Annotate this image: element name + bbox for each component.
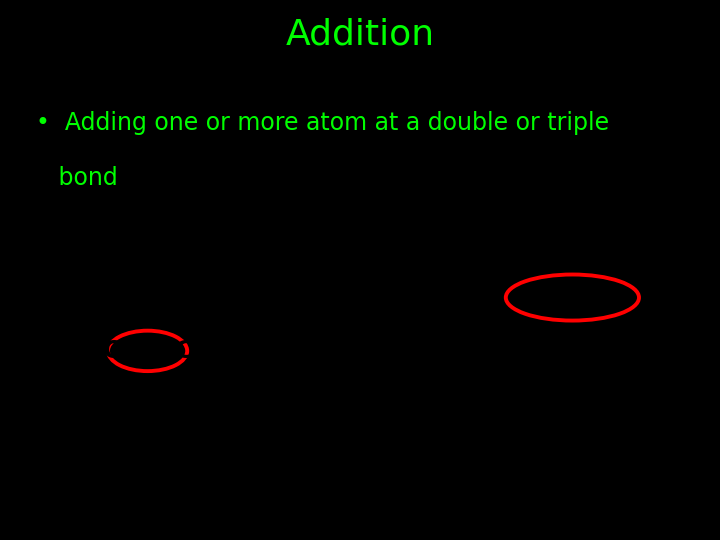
Text: H: H	[217, 388, 237, 412]
Text: C: C	[174, 339, 193, 363]
Text: H: H	[661, 339, 681, 363]
Text: Cl: Cl	[282, 339, 308, 363]
Text: C: C	[603, 339, 621, 363]
Text: Cl: Cl	[346, 339, 372, 363]
Text: H: H	[217, 290, 237, 314]
Text: H: H	[58, 388, 78, 412]
Text: H: H	[602, 392, 622, 416]
Text: C: C	[102, 339, 121, 363]
Text: bond: bond	[36, 166, 118, 191]
Text: C: C	[523, 339, 542, 363]
Text: +: +	[234, 337, 258, 365]
Text: H: H	[58, 290, 78, 314]
Text: H: H	[464, 339, 484, 363]
Text: Addition: Addition	[285, 17, 435, 51]
Text: H: H	[523, 392, 543, 416]
Text: Cl: Cl	[599, 286, 625, 309]
Text: •  Adding one or more atom at a double or triple: • Adding one or more atom at a double or…	[36, 111, 609, 135]
Text: Cl: Cl	[520, 286, 546, 309]
